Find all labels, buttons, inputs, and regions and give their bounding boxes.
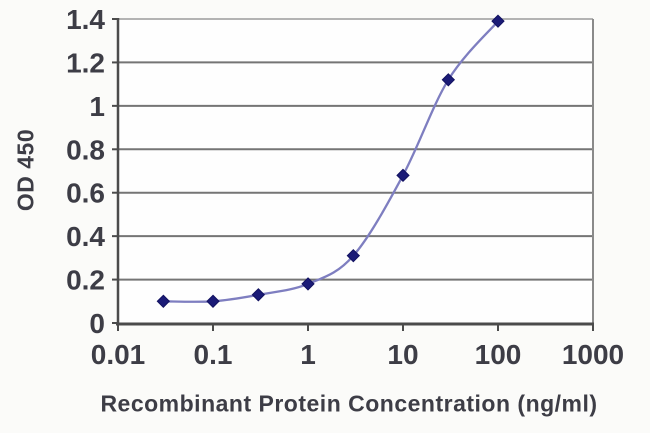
- y-tick-label: 0: [89, 308, 105, 339]
- x-tick-label: 0.1: [194, 339, 233, 370]
- y-tick-label: 1.4: [66, 4, 105, 35]
- y-tick-label: 0.8: [66, 134, 105, 165]
- x-tick-label: 100: [475, 339, 522, 370]
- y-tick-label: 0.4: [66, 221, 105, 252]
- y-tick-label: 1: [89, 91, 105, 122]
- x-axis-title: Recombinant Protein Concentration (ng/ml…: [100, 390, 598, 417]
- y-axis-title: OD 450: [12, 128, 39, 212]
- y-tick-label: 0.6: [66, 178, 105, 209]
- data-point-marker: [396, 168, 410, 183]
- y-tick-label: 0.2: [66, 265, 105, 296]
- standard-curve-line: [162, 20, 500, 303]
- data-point-marker: [491, 14, 505, 28]
- data-point-marker: [441, 73, 456, 87]
- x-tick-label: 1: [300, 339, 316, 370]
- y-tick-label: 1.2: [66, 47, 105, 78]
- data-point-marker: [206, 294, 220, 308]
- plot-area: [118, 19, 593, 323]
- x-tick-label: 0.01: [91, 339, 146, 370]
- x-tick-label: 1000: [562, 339, 624, 370]
- x-tick-label: 10: [387, 339, 418, 370]
- data-point-marker: [251, 288, 266, 302]
- data-point-marker: [301, 277, 315, 291]
- data-point-marker: [346, 248, 361, 263]
- data-point-marker: [156, 294, 171, 308]
